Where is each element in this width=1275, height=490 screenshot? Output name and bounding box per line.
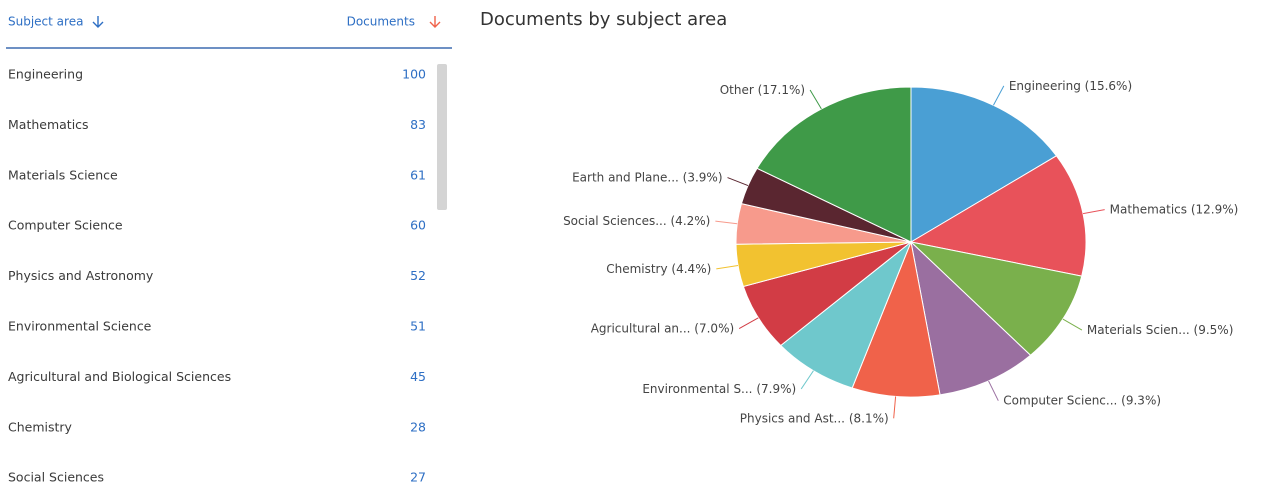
- slice-category: Environmental S...: [642, 381, 752, 395]
- slice-label: Agricultural an... (7.0%): [591, 321, 734, 335]
- subject-cell: Computer Science: [8, 218, 123, 233]
- leader-line: [993, 85, 1005, 106]
- slice-percent: (4.2%): [671, 214, 711, 228]
- slice-percent: (4.4%): [671, 261, 711, 275]
- subject-cell: Physics and Astronomy: [8, 268, 154, 283]
- slice-category: Physics and Ast...: [740, 411, 845, 425]
- slice-percent: (7.9%): [756, 381, 796, 395]
- slice-category: Materials Scien...: [1087, 323, 1190, 337]
- slice-label: Physics and Ast... (8.1%): [740, 411, 889, 425]
- subject-cell: Social Sciences: [8, 470, 104, 485]
- pie-slice: [909, 155, 1087, 277]
- subject-cell: Materials Science: [8, 167, 118, 182]
- leader-line: [1062, 318, 1083, 331]
- slice-label: Social Sciences... (4.2%): [563, 214, 710, 228]
- slice-percent: (17.1%): [758, 82, 805, 96]
- slice-label: Other (17.1%): [720, 82, 805, 96]
- sort-icon[interactable]: [429, 16, 441, 28]
- slice-label: Chemistry (4.4%): [606, 261, 711, 275]
- subject-cell: Agricultural and Biological Sciences: [8, 369, 231, 384]
- slice-category: Mathematics: [1110, 202, 1187, 216]
- pie-slice: [910, 240, 1032, 396]
- scrollbar[interactable]: [437, 64, 447, 210]
- slice-percent: (15.6%): [1085, 78, 1132, 92]
- slice-category: Other: [720, 82, 754, 96]
- subject-cell: Mathematics: [8, 117, 89, 132]
- slice-percent: (9.3%): [1121, 393, 1161, 407]
- count-cell: 52: [410, 268, 426, 283]
- subject-cell: Engineering: [8, 67, 83, 82]
- count-cell: 28: [410, 419, 426, 434]
- count-cell: 45: [410, 369, 426, 384]
- pie-slice: [851, 240, 941, 398]
- column-header[interactable]: Subject area: [8, 15, 83, 29]
- leader-line: [716, 265, 739, 270]
- leader-line: [727, 177, 749, 187]
- slice-label: Materials Scien... (9.5%): [1087, 323, 1233, 337]
- subject-cell: Environmental Science: [8, 319, 152, 334]
- pie-slice: [910, 86, 1058, 243]
- slice-percent: (9.5%): [1194, 323, 1234, 337]
- leader-line: [809, 89, 822, 110]
- slice-category: Engineering: [1009, 78, 1081, 92]
- leader-line: [715, 220, 738, 225]
- count-cell: 100: [402, 67, 426, 82]
- slice-category: Chemistry: [606, 261, 667, 275]
- slice-category: Earth and Plane...: [572, 170, 679, 184]
- subject-cell: Chemistry: [8, 419, 73, 434]
- slice-label: Computer Scienc... (9.3%): [1003, 393, 1161, 407]
- chart-title: Documents by subject area: [480, 9, 727, 30]
- count-cell: 83: [410, 117, 426, 132]
- count-cell: 61: [410, 167, 426, 182]
- slice-percent: (7.0%): [694, 321, 734, 335]
- sort-icon[interactable]: [92, 16, 104, 28]
- leader-line: [988, 380, 999, 401]
- slice-category: Agricultural an...: [591, 321, 691, 335]
- slice-label: Engineering (15.6%): [1009, 78, 1132, 92]
- slice-label: Mathematics (12.9%): [1110, 202, 1239, 216]
- slice-label: Earth and Plane... (3.9%): [572, 170, 722, 184]
- leader-line: [893, 396, 897, 419]
- pie-slice: [756, 86, 912, 243]
- slice-percent: (8.1%): [849, 411, 889, 425]
- column-header[interactable]: Documents: [347, 15, 415, 29]
- slice-percent: (3.9%): [683, 170, 723, 184]
- leader-line: [800, 370, 814, 390]
- slice-label: Environmental S... (7.9%): [642, 381, 796, 395]
- slice-category: Computer Scienc...: [1003, 393, 1117, 407]
- count-cell: 27: [410, 470, 426, 485]
- count-cell: 60: [410, 218, 426, 233]
- leader-line: [738, 317, 759, 330]
- count-cell: 51: [410, 319, 426, 334]
- leader-line: [1082, 209, 1105, 215]
- slice-percent: (12.9%): [1191, 202, 1238, 216]
- slice-category: Social Sciences...: [563, 214, 667, 228]
